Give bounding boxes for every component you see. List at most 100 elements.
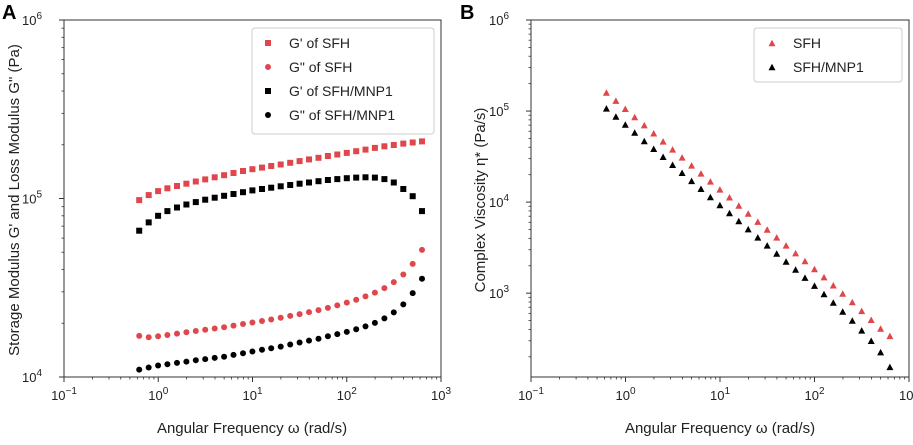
panel-a-series-4-point [343, 328, 350, 335]
panel-b-series-2-point [801, 274, 809, 281]
panel-b-series-2-point [829, 299, 837, 306]
panel-a-series-4-point [164, 361, 171, 368]
panel-a-series-2-point [145, 334, 152, 341]
panel-b-legend-marker-2 [768, 63, 776, 71]
panel-b-series-1-point [820, 273, 828, 281]
panel-b-series-2-point [763, 242, 771, 249]
panel-a-series-1-point [211, 174, 218, 181]
panel-a-x-tick-label: 100 [148, 386, 168, 403]
panel-a-series-1-point [315, 154, 322, 161]
panel-a-series-2-point [155, 333, 162, 340]
panel-b-series-1-point [678, 154, 686, 161]
panel-b-series-1-point [744, 210, 752, 217]
panel-b-series-1-point [716, 186, 724, 193]
panel-a-series-2-point [287, 312, 294, 319]
panel-a-series-3-point [164, 208, 171, 215]
panel-b-y-axis-label: Complex Viscosity η* (Pa/s) [472, 108, 489, 293]
panel-a-legend-box [251, 27, 435, 135]
panel-a-legend-label-2: G" of SFH [289, 59, 352, 75]
panel-a-legend-label-1: G' of SFH [289, 35, 350, 51]
panel-b-series-2-point [706, 193, 714, 201]
panel-a-series-3-point [145, 219, 152, 226]
panel-a-series-1-point [240, 168, 246, 174]
panel-b-series-1-point [858, 307, 866, 315]
panel-b-series-2-point [811, 282, 818, 289]
panel-a-series-3-point [296, 180, 303, 187]
panel-a-series-3-point [324, 177, 331, 183]
panel-a-series-2-point [240, 321, 246, 327]
panel-a-series-3-point [306, 179, 312, 186]
panel-a-series-2-point [164, 332, 171, 338]
panel-a-y-tick-label: 106 [22, 11, 42, 28]
panel-b-series-1-point [867, 316, 875, 323]
panel-a-legend-marker-1 [265, 40, 271, 46]
panel-b-series-2-point [716, 201, 724, 209]
panel-b-series-2-point [867, 337, 875, 344]
panel-a-series-3-point [240, 189, 246, 196]
panel-b-x-tick-label: 100 [615, 386, 635, 403]
panel-a-series-4-point [230, 351, 237, 358]
panel-a-series-3-point [155, 212, 162, 219]
panel-b-series-1-point [773, 234, 781, 241]
chart-panel-b: 10−1 100 101 102 103 103 104 105 106 Angular Fr… [472, 11, 913, 437]
panel-a-series-1-point [353, 148, 360, 155]
panel-b-series-1-point [811, 265, 818, 273]
panel-a-series-3-point [211, 194, 218, 201]
panel-a-series-3-point [409, 193, 416, 200]
panel-a-series-4-point [324, 333, 331, 340]
panel-a-x-tick-label: 102 [337, 386, 357, 403]
panel-a-series-2-point [409, 260, 416, 267]
panel-a-series-1-point [202, 176, 209, 183]
panel-b-series-2-point [839, 308, 847, 315]
panel-a-series-3-point [419, 208, 425, 215]
panel-b-series-2-point [688, 177, 696, 185]
panel-b-series-1-point [726, 194, 733, 201]
panel-a-series-1-point [390, 142, 397, 148]
panel-b-series-1-point [602, 89, 610, 96]
panel-a-data-marks [136, 138, 425, 373]
panel-a-series-1-point [296, 158, 303, 165]
panel-b-y-tick-label: 104 [489, 193, 509, 210]
panel-a-legend: G' of SFH G" of SFH G' of SFH/MNP1 G" of SF… [251, 27, 435, 135]
panel-b-series-1-point [640, 121, 648, 129]
panel-a-series-1-point [334, 151, 341, 158]
panel-a-x-axis-label: Angular Frequency ω (rad/s) [157, 420, 347, 437]
panel-b-series-1-point [659, 138, 667, 145]
panel-b-x-tick-label: 102 [804, 386, 824, 403]
panel-b-series-2 [602, 105, 894, 371]
panel-a-series-1-point [230, 170, 237, 176]
panel-a-series-3-point [353, 174, 360, 181]
panel-a-y-ticks: 104 105 106 [22, 11, 64, 385]
panel-a-series-2-point [249, 319, 256, 326]
panel-a-series-2-point [419, 246, 425, 253]
panel-a-series-2-point [362, 293, 369, 300]
panel-a-series-4-point [136, 366, 143, 373]
panel-a-series-3-point [192, 199, 199, 206]
panel-b-legend: SFH SFH/MNP1 [753, 27, 903, 83]
panel-b-series-2-point [744, 225, 752, 233]
panel-a-series-4-point [381, 315, 388, 322]
panel-a-series-1-point [174, 183, 180, 189]
panel-a-series-3-point [400, 186, 407, 192]
panel-b-series-1-point [631, 113, 639, 121]
panel-b-series-2-point [659, 153, 667, 160]
panel-a-series-2-point [221, 324, 228, 331]
panel-b-series-2-point [631, 129, 639, 136]
panel-a-legend-marker-2 [265, 64, 271, 70]
panel-a-y-axis-label: Storage Modulus G' and Loss Modulus G" (… [6, 44, 23, 356]
panel-b-series-2-point [726, 209, 733, 217]
panel-a-series-2-point [306, 309, 312, 316]
panel-a-series-1-point [400, 140, 407, 147]
panel-b-series-2-point [650, 145, 658, 152]
panel-a-series-1-point [259, 164, 265, 171]
panel-a-series-2-point [381, 285, 388, 292]
panel-a-series-1-point [277, 161, 284, 168]
panel-a-series-3-point [174, 204, 180, 211]
panel-a-series-3-point [371, 174, 378, 181]
panel-a-series-4-point [221, 353, 228, 360]
panel-a-series-2-point [230, 322, 237, 329]
panel-a-series-2-point [353, 296, 360, 303]
panel-b-series-2-point [848, 317, 856, 324]
panel-a-series-1-point [362, 146, 369, 153]
